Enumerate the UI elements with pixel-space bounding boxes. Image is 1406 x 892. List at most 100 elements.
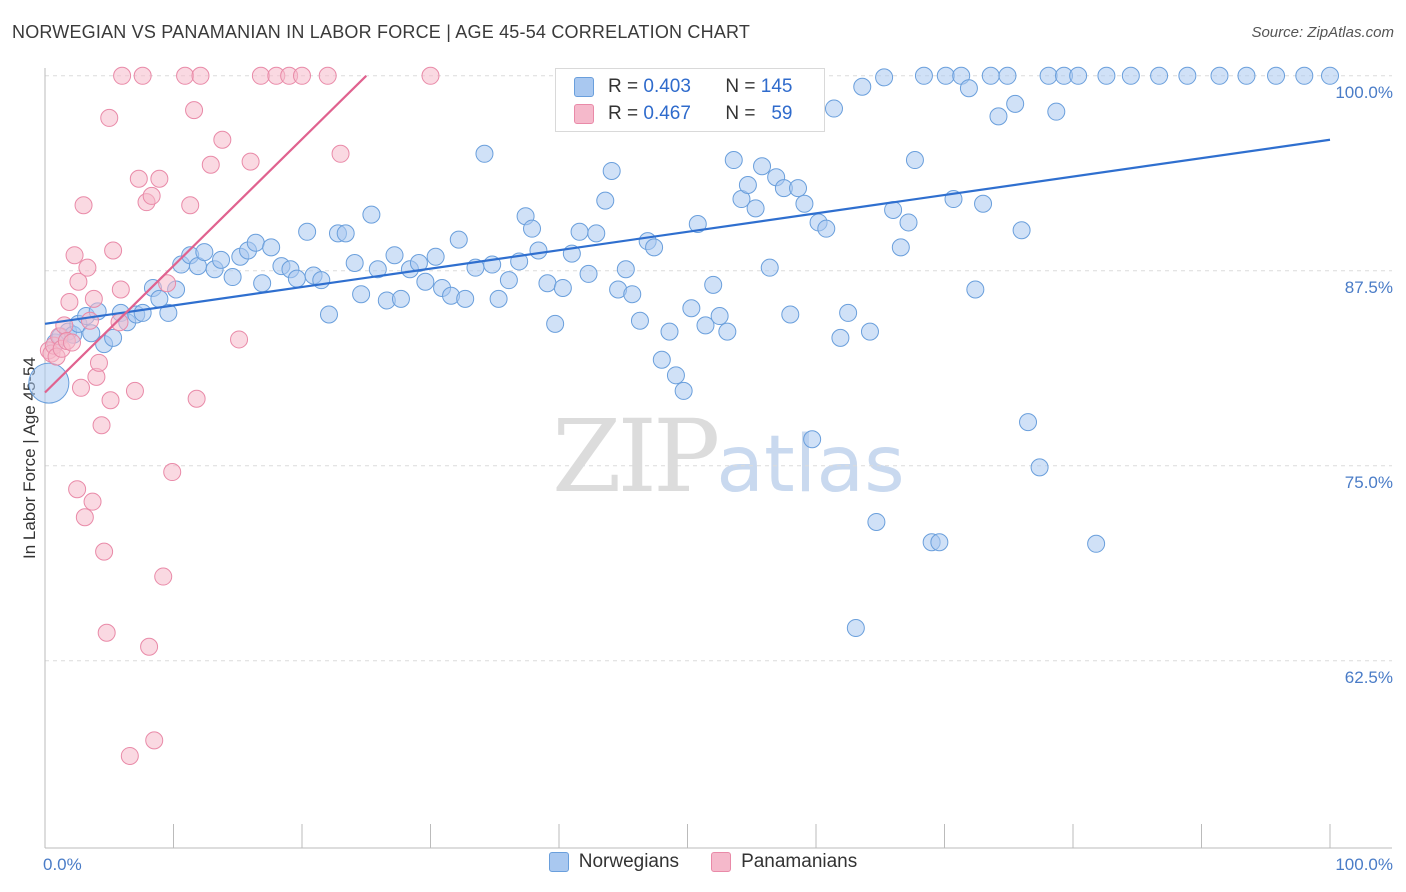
norwegians-r-value: 0.403	[643, 76, 691, 97]
norwegian-point	[652, 350, 671, 369]
norwegian-point	[223, 268, 242, 287]
norwegian-point	[1321, 66, 1339, 85]
norwegian-point	[899, 213, 918, 232]
panamanian-point	[191, 66, 210, 85]
norwegian-point	[674, 381, 693, 400]
norwegian-point	[298, 222, 317, 241]
norwegian-point	[319, 305, 338, 324]
legend-item-norwegians[interactable]: Norwegians	[548, 851, 679, 873]
norwegians-n-value: 145	[760, 76, 793, 97]
panamanian-point	[84, 289, 103, 308]
norwegian-point	[795, 194, 814, 213]
norwegian-point	[724, 151, 743, 170]
bottom-legend: Norwegians Panamanians	[0, 851, 1406, 873]
panamanian-point	[97, 623, 116, 642]
norwegian-point	[623, 285, 642, 304]
norwegian-point	[475, 144, 494, 163]
norwegian-point	[246, 233, 265, 252]
norwegian-point	[789, 179, 808, 198]
norwegian-point	[489, 289, 508, 308]
panamanian-point	[120, 746, 139, 765]
norwegian-point	[596, 191, 615, 210]
panamanian-point	[142, 186, 161, 205]
norwegian-point	[133, 303, 152, 322]
norwegian-point	[1237, 66, 1256, 85]
norwegian-point	[262, 238, 281, 257]
norwegian-point	[998, 66, 1017, 85]
panamanians-r-value: 0.467	[643, 103, 691, 124]
norwegian-point	[1047, 102, 1066, 121]
legend-label-panamanians: Panamanians	[741, 851, 858, 872]
norwegian-point	[336, 224, 355, 243]
norwegian-point	[853, 77, 872, 96]
panamanian-point	[75, 508, 94, 527]
norwegian-point	[104, 328, 123, 347]
norwegian-point	[529, 241, 548, 260]
norwegian-point	[645, 238, 664, 257]
panamanians-points	[39, 66, 440, 765]
norwegian-point	[966, 280, 985, 299]
norwegian-point	[579, 264, 598, 283]
panamanian-point	[104, 241, 123, 260]
norwegians-points	[28, 66, 1339, 638]
panamanian-point	[318, 66, 337, 85]
norwegians-trend-line	[44, 138, 1331, 325]
norwegian-point	[753, 157, 772, 176]
norwegian-point	[710, 307, 729, 326]
norwegian-point	[891, 238, 910, 257]
norwegian-point	[1295, 66, 1314, 85]
panamanian-point	[60, 293, 79, 311]
norwegian-point	[738, 176, 757, 194]
norwegian-point	[875, 68, 894, 87]
norwegian-point	[28, 362, 70, 404]
panamanian-point	[140, 637, 159, 656]
panamanian-point	[181, 196, 200, 215]
norwegian-point	[362, 205, 381, 224]
panamanian-point	[187, 389, 206, 408]
source-label: Source: ZipAtlas.com	[1251, 24, 1394, 41]
axes	[44, 68, 1392, 849]
norwegian-point	[553, 278, 572, 297]
panamanian-point	[331, 144, 350, 163]
panamanians-r-label: R =	[608, 103, 639, 124]
norwegian-point	[989, 107, 1008, 126]
norwegian-point	[981, 66, 1000, 85]
panamanians-n-label: N =	[725, 103, 756, 124]
tick-labels: 62.5% 75.0% 87.5% 100.0% 0.0% 100.0%	[43, 83, 1393, 874]
norwegian-point	[449, 230, 468, 249]
y-tick-label: 87.5%	[1345, 278, 1393, 297]
norwegian-point	[914, 66, 933, 85]
stats-row-norwegians: R = 0.403 N = 145	[574, 76, 792, 98]
y-tick-label: 100.0%	[1335, 83, 1393, 102]
norwegian-point	[1121, 66, 1140, 85]
norwegian-point	[159, 303, 178, 322]
trend-lines	[44, 75, 1331, 394]
norwegian-point	[1012, 221, 1031, 240]
norwegians-r-label: R =	[608, 76, 639, 97]
panamanian-point	[241, 152, 260, 171]
norwegian-point	[936, 66, 955, 85]
panamanian-point	[113, 66, 132, 85]
norwegian-point	[1210, 66, 1229, 85]
watermark: ZIPatlas	[552, 398, 905, 515]
norwegian-point	[824, 99, 843, 118]
norwegians-n-label: N =	[725, 76, 756, 97]
stats-row-panamanians: R = 0.467 N = 59	[574, 103, 792, 125]
panamanian-point	[101, 391, 120, 410]
norwegian-point	[660, 322, 679, 341]
panamanian-point	[163, 463, 182, 482]
norwegian-point	[718, 322, 737, 341]
panamanian-point	[78, 258, 97, 277]
panamanian-point	[201, 155, 220, 174]
norwegian-point	[287, 269, 306, 288]
norwegian-point	[1019, 413, 1038, 432]
legend-item-panamanians[interactable]: Panamanians	[711, 851, 857, 873]
norwegian-point	[426, 247, 445, 266]
norwegian-point	[630, 311, 649, 330]
norwegian-point	[959, 79, 978, 98]
norwegian-point	[368, 260, 387, 279]
norwegian-point	[602, 161, 621, 180]
norwegian-point	[860, 322, 879, 341]
panamanians-trend-line	[44, 75, 368, 394]
